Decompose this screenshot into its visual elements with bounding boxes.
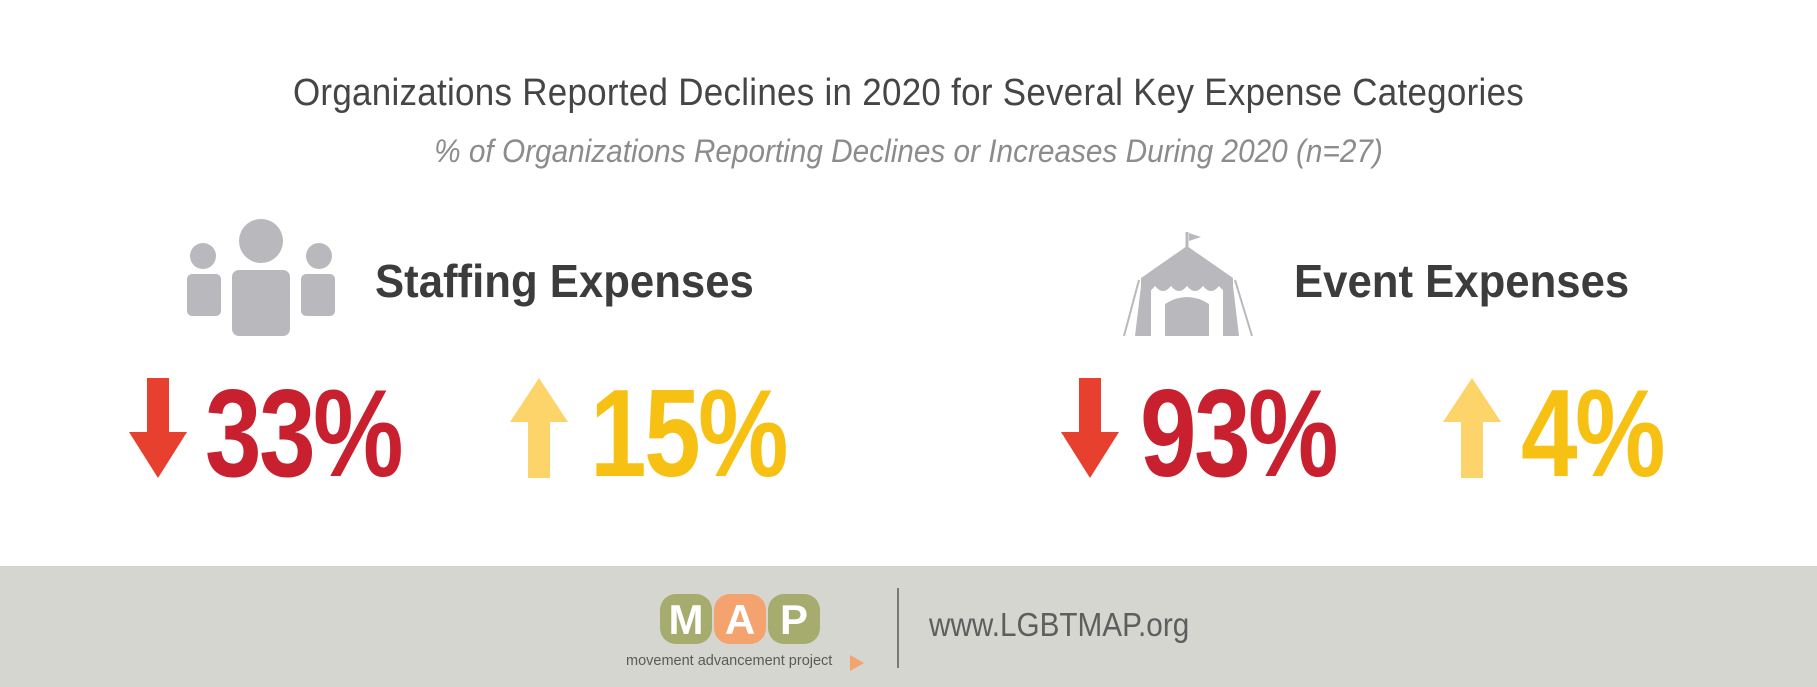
down-arrow-icon (1061, 378, 1119, 478)
up-arrow-icon (1443, 378, 1501, 478)
staffing-decline-value: 33% (205, 365, 404, 503)
event-increase-value: 4% (1521, 365, 1666, 503)
event-decline-value: 93% (1140, 365, 1339, 503)
tent-icon (1123, 232, 1253, 337)
logo-tagline: movement advancement project (626, 653, 833, 669)
website-link[interactable]: www.LGBTMAP.org (929, 606, 1190, 643)
chart-subtitle: % of Organizations Reporting Declines or… (434, 133, 1383, 169)
logo-letter-p: P (780, 596, 808, 643)
footer-divider (897, 588, 899, 668)
logo-letter-m: M (669, 596, 704, 643)
chart-title: Organizations Reported Declines in 2020 … (292, 72, 1525, 114)
event-title: Event Expenses (1294, 255, 1630, 307)
staffing-increase-value: 15% (590, 365, 789, 503)
map-logo: M A P movement advancement project (626, 594, 866, 674)
staffing-title: Staffing Expenses (375, 255, 754, 307)
map-logo-mark: M A P (660, 594, 820, 644)
down-arrow-icon (129, 378, 187, 478)
play-arrow-icon (850, 655, 864, 671)
people-icon (187, 219, 335, 336)
up-arrow-icon (510, 378, 568, 478)
logo-letter-a: A (725, 596, 755, 643)
footer: M A P movement advancement project www.L… (0, 566, 1817, 687)
